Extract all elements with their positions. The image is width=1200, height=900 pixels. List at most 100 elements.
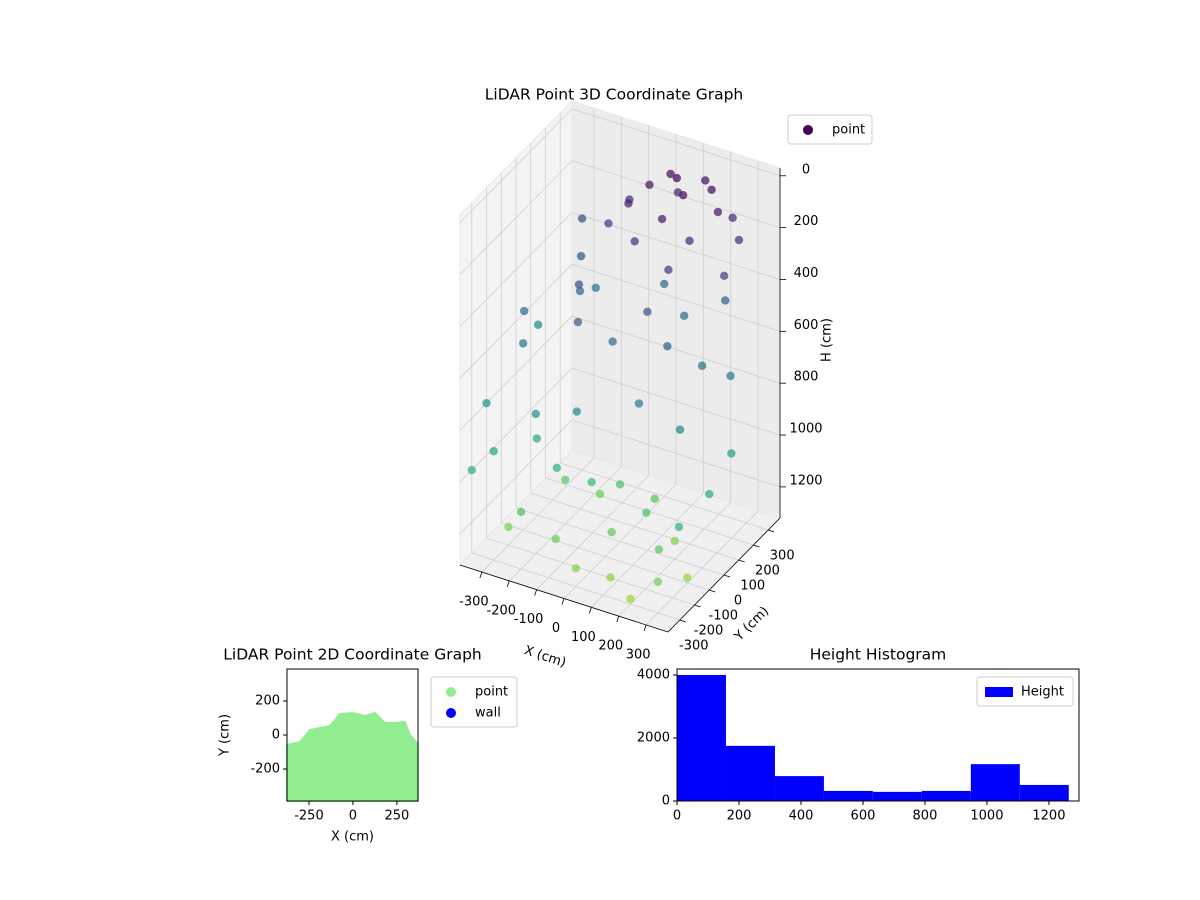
y-tick — [694, 604, 701, 608]
z-tick-label: 1200 — [789, 473, 822, 488]
x-tick-label: 200 — [727, 809, 752, 824]
grid-line — [459, 264, 573, 379]
chart-title: LiDAR Point 2D Coordinate Graph — [223, 646, 481, 664]
point — [721, 296, 730, 305]
z-tick-label: 1000 — [789, 422, 822, 437]
z-axis-label: H (cm) — [820, 318, 835, 362]
y-tick-label: 300 — [770, 549, 795, 564]
point — [591, 283, 600, 292]
z-tick-label: 200 — [794, 214, 819, 229]
x-tick-label: 0 — [673, 809, 681, 824]
legend-marker — [985, 687, 1013, 697]
point — [642, 508, 651, 517]
grid-line — [459, 160, 573, 275]
x-tick — [643, 624, 647, 632]
x-tick-label: 300 — [626, 647, 651, 662]
y-tick — [723, 574, 731, 578]
y-tick — [679, 619, 686, 623]
point — [604, 219, 613, 228]
point — [728, 213, 737, 222]
legend-marker — [803, 125, 813, 135]
x-tick-label: 1200 — [1032, 809, 1065, 824]
point — [674, 522, 684, 532]
point — [643, 307, 652, 316]
x-tick-label: -300 — [459, 595, 489, 610]
point — [615, 480, 625, 489]
point — [572, 407, 582, 416]
x-tick — [561, 598, 565, 605]
point — [595, 489, 605, 499]
point — [587, 477, 596, 487]
y-tick — [768, 529, 775, 533]
point — [664, 265, 673, 275]
legend-marker — [446, 708, 456, 718]
point — [575, 286, 585, 296]
point — [551, 534, 560, 544]
x-tick-label: 200 — [598, 639, 623, 654]
point — [577, 214, 587, 223]
plot-frame — [676, 668, 1080, 802]
point — [518, 339, 528, 348]
point — [520, 306, 529, 316]
x-tick-label: -250 — [294, 809, 324, 824]
y-tick-label: 2000 — [637, 730, 670, 745]
x-tick — [588, 607, 592, 614]
point — [720, 271, 729, 281]
point — [683, 573, 692, 582]
y-tick — [753, 544, 760, 548]
point — [532, 434, 542, 443]
point — [482, 398, 491, 408]
legend-label: point — [832, 123, 865, 138]
point — [705, 489, 714, 499]
y-axis-label: Y (cm) — [218, 714, 233, 757]
grid-line — [530, 492, 739, 561]
point — [467, 465, 476, 475]
legend-label: wall — [475, 706, 501, 721]
z-tick-label: 400 — [794, 266, 819, 281]
y-tick-label: 200 — [755, 564, 780, 579]
z-tick-label: 600 — [794, 318, 819, 333]
x-tick-label: -200 — [487, 603, 517, 618]
point — [734, 235, 744, 245]
point — [504, 522, 513, 532]
x-axis-line — [459, 564, 669, 633]
x-tick — [534, 589, 538, 596]
chart-title: LiDAR Point 3D Coordinate Graph — [485, 86, 743, 104]
bar — [872, 791, 922, 801]
grid-line — [571, 367, 781, 436]
point — [660, 279, 669, 289]
bar — [823, 790, 873, 801]
x-tick-label: 600 — [851, 809, 876, 824]
point — [713, 207, 723, 217]
x-tick-label: 0 — [552, 621, 560, 636]
y-tick-label: 100 — [740, 579, 765, 594]
grid-line — [571, 419, 781, 488]
bar — [970, 764, 1020, 801]
point — [634, 399, 644, 408]
y-tick-label: 0 — [662, 794, 670, 809]
grid-line — [471, 552, 680, 621]
point — [489, 446, 498, 456]
point — [697, 361, 707, 370]
grid-line — [515, 507, 725, 576]
bar — [921, 790, 971, 801]
grid-line — [560, 462, 769, 531]
point — [727, 449, 736, 458]
x-tick — [616, 616, 620, 623]
point — [573, 317, 583, 327]
grid-line — [571, 315, 781, 384]
point — [707, 185, 716, 194]
point — [673, 188, 683, 197]
point — [607, 527, 616, 537]
point — [608, 337, 617, 346]
y-axis-line — [667, 517, 781, 633]
grid-line — [459, 419, 573, 535]
y-tick-label: -300 — [679, 639, 709, 654]
y-tick-label: -100 — [709, 609, 739, 624]
legend-label: point — [475, 685, 508, 700]
point — [650, 494, 659, 503]
point — [574, 280, 584, 289]
point — [626, 594, 635, 604]
point — [645, 180, 654, 190]
point — [571, 564, 580, 573]
